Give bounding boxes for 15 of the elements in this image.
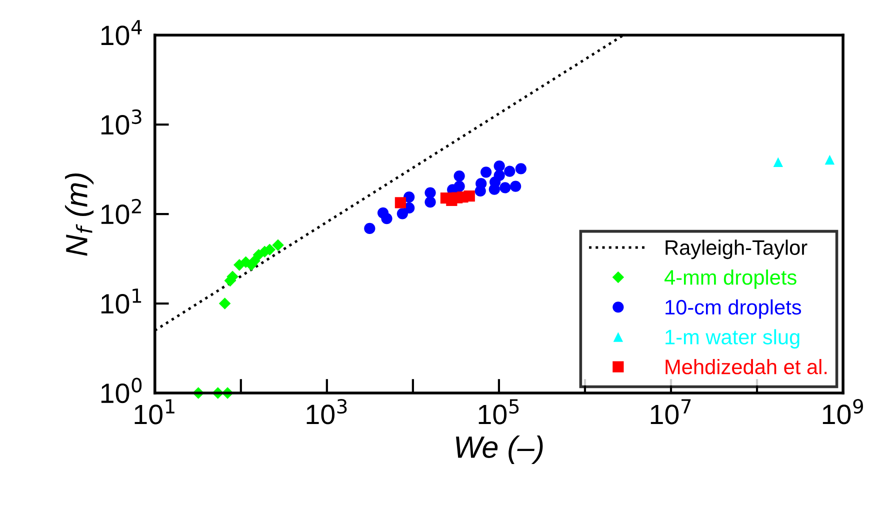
legend-label: Mehdizedah et al. bbox=[666, 358, 827, 374]
y-tick-label: 10$^{3}$ bbox=[101, 109, 142, 135]
x-tick-label: 10$^{9}$ bbox=[822, 398, 863, 424]
y-axis-title: N$_{f}$ (m) bbox=[65, 173, 94, 256]
x-axis-title: We (–) bbox=[456, 436, 543, 464]
legend-label: 1-m water slug bbox=[666, 329, 800, 349]
x-tick-label: 10$^{7}$ bbox=[650, 399, 691, 424]
y-tick-label: 10$^{2}$ bbox=[101, 198, 141, 224]
y-tick-label: 10$^{1}$ bbox=[101, 288, 142, 314]
legend-label: 4-mm droplets bbox=[664, 269, 796, 289]
y-tick-label: 10$^{4}$ bbox=[101, 20, 142, 46]
x-tick-label: 10$^{5}$ bbox=[478, 399, 519, 424]
x-tick-label: 10$^{3}$ bbox=[306, 398, 347, 424]
legend-label: 10-cm droplets bbox=[666, 299, 802, 319]
legend-label: Rayleigh-Taylor bbox=[666, 240, 808, 260]
